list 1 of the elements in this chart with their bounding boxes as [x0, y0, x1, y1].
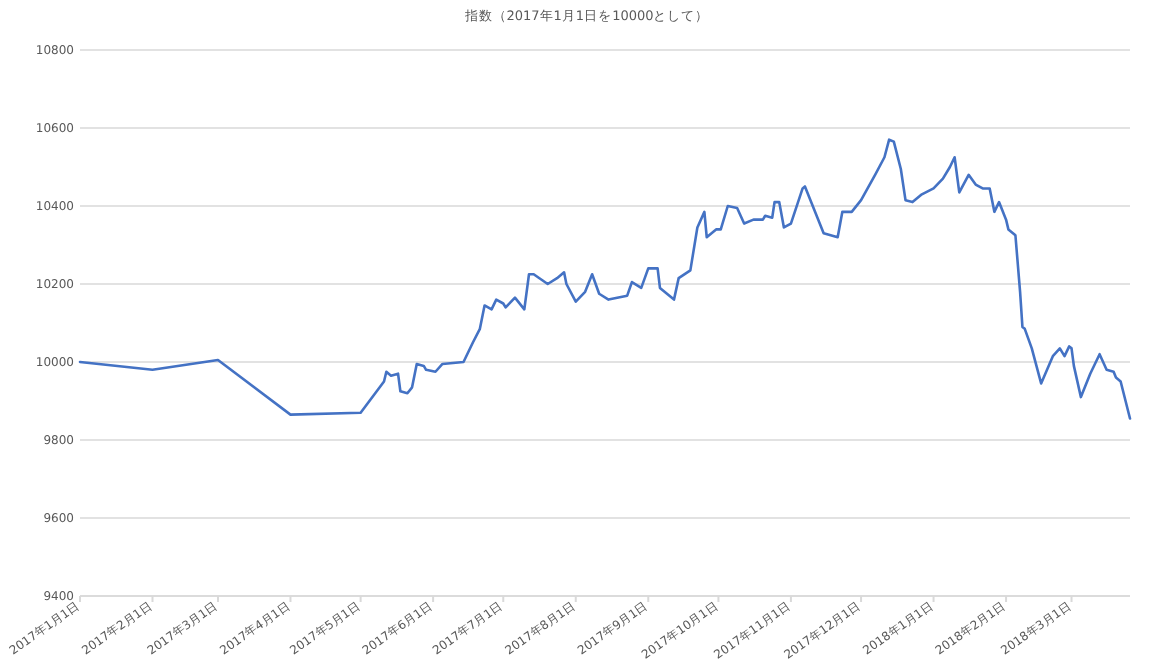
line-series — [78, 138, 1132, 420]
